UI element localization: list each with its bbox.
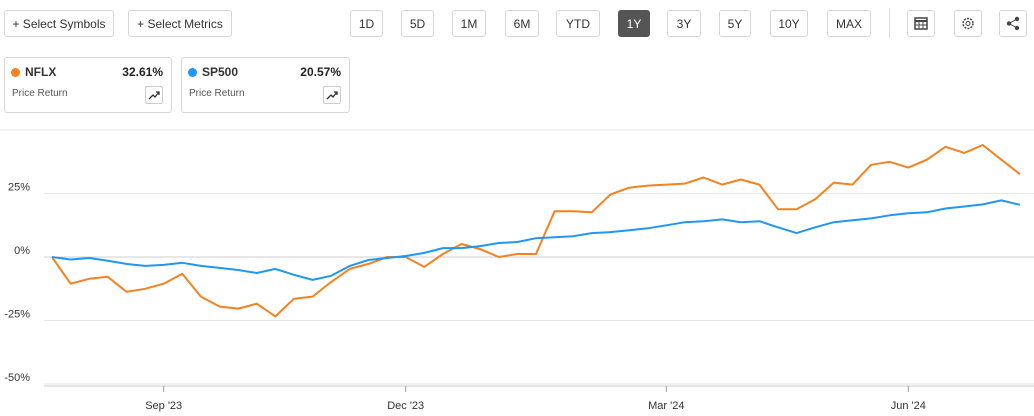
range-button[interactable]: 5Y (719, 10, 751, 37)
symbol: NFLX (25, 65, 57, 79)
metric-label: Price Return (12, 88, 68, 99)
select-button[interactable]: + Select Metrics (128, 10, 232, 37)
range-button[interactable]: 6M (505, 10, 539, 37)
range-button[interactable]: 3Y (667, 10, 701, 37)
select-button[interactable]: + Select Symbols (4, 10, 114, 37)
trend-icon[interactable] (323, 86, 341, 104)
trend-glyph (326, 91, 338, 100)
y-tick-label: -25% (4, 308, 30, 320)
divider (889, 8, 890, 38)
gear-icon (962, 17, 974, 30)
series-line (51, 144, 1021, 318)
y-tick-label: 25% (8, 181, 30, 193)
y-tick-label: 0% (14, 245, 30, 257)
range-button[interactable]: 1Y (618, 10, 650, 37)
x-tick-label: Sep '23 (145, 400, 182, 412)
return-value: 20.57% (300, 65, 341, 79)
return-value: 32.61% (122, 65, 163, 79)
symbol-card: SP500 20.57% Price Return (181, 57, 350, 113)
range-button[interactable]: 1M (452, 10, 486, 37)
table-icon-button[interactable] (907, 10, 935, 37)
range-button[interactable]: 5D (401, 10, 434, 37)
settings-button[interactable] (954, 10, 982, 37)
range-button[interactable]: YTD (556, 10, 600, 37)
color-dot (11, 68, 20, 77)
range-button[interactable]: 10Y (770, 10, 808, 37)
symbol: SP500 (202, 65, 239, 79)
symbol-card: NFLX 32.61% Price Return (4, 57, 172, 113)
metric-label: Price Return (189, 88, 245, 99)
x-tick-label: Dec '23 (387, 400, 424, 412)
x-tick-label: Jun '24 (891, 400, 926, 412)
share-button[interactable] (999, 10, 1027, 37)
trend-glyph (148, 91, 160, 100)
share-icon (1006, 16, 1020, 31)
y-tick-label: -50% (4, 372, 30, 384)
color-dot (188, 68, 197, 77)
table-icon (914, 17, 928, 30)
range-button[interactable]: 1D (350, 10, 383, 37)
x-tick-label: Mar '24 (648, 400, 684, 412)
range-button[interactable]: MAX (827, 10, 871, 37)
series-line (51, 199, 1021, 281)
trend-icon[interactable] (145, 86, 163, 104)
